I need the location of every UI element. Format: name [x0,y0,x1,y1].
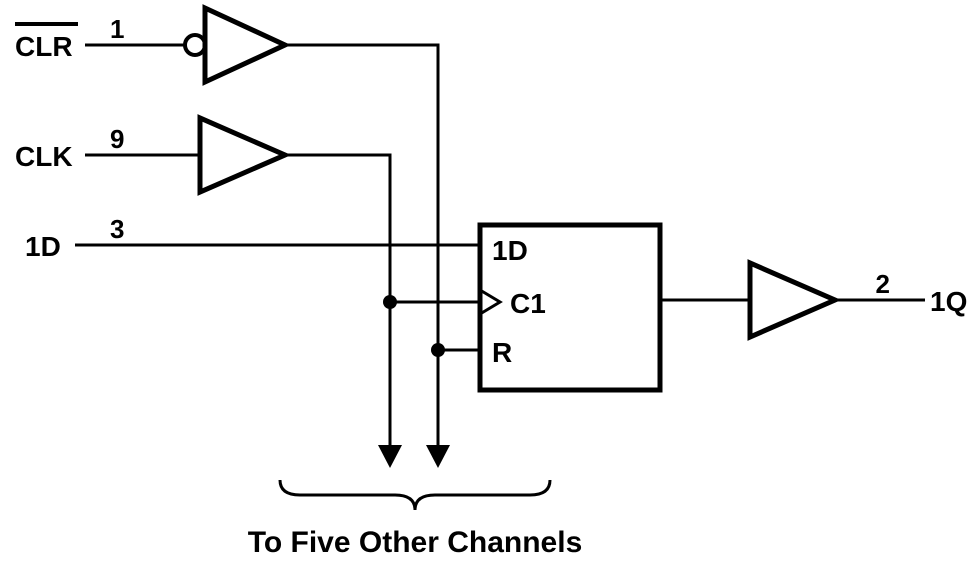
clk-pin: 9 [110,124,124,154]
wire-clk-to-c1 [285,155,480,302]
out-buffer [750,263,835,337]
ff-r-label: R [492,337,512,368]
clk-label: CLK [15,141,73,172]
clr-buffer [205,8,285,82]
out-label: 1Q [930,286,967,317]
arrow-clk [378,445,402,468]
d-label: 1D [25,231,61,262]
ff-d-label: 1D [492,235,528,266]
arrow-clr [426,445,450,468]
clk-buffer [200,118,285,192]
wire-clr-to-r [285,45,480,350]
clr-invert-bubble [185,35,205,55]
logic-diagram: CLR CLK 1D 1 9 3 1D C1 R 2 1Q To Five Ot… [0,0,973,572]
clr-pin: 1 [110,14,124,44]
d-pin: 3 [110,214,124,244]
clr-label: CLR [15,31,73,62]
out-pin: 2 [876,269,890,299]
ff-c1-label: C1 [510,288,546,319]
caption: To Five Other Channels [248,526,583,559]
brace [280,480,550,510]
